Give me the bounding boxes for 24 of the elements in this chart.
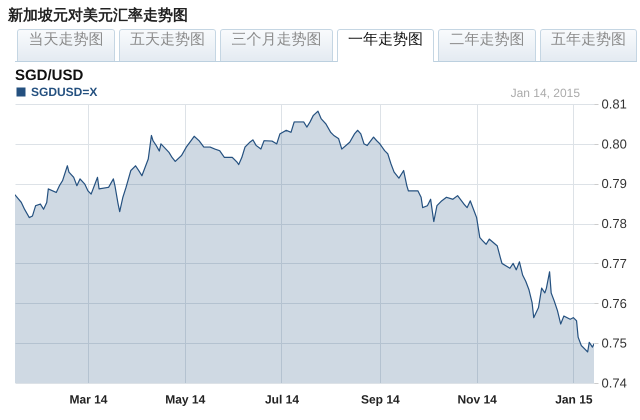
y-tick-label: 0.76 [602,296,627,311]
x-tick-label: Sep 14 [361,392,400,406]
tab[interactable]: 一年走势图 [336,29,434,62]
x-tick-label: Mar 14 [69,392,108,406]
legend-label: SGDUSD=X [31,85,98,99]
chart-subtitle: SGD/USD [15,67,84,85]
y-tick-label: 0.74 [602,376,627,390]
y-tick-label: 0.77 [602,256,627,271]
tab[interactable]: 五年走势图 [540,29,637,61]
x-tick-label: May 14 [165,392,206,406]
tab[interactable]: 当天走势图 [17,29,114,61]
y-tick-label: 0.81 [602,96,627,112]
y-tick-label: 0.79 [602,176,627,192]
tab[interactable]: 二年走势图 [438,29,536,61]
x-tick-label: Jan 15 [555,392,593,406]
y-tick-label: 0.80 [602,136,627,152]
x-tick-label: Jul 14 [264,392,300,406]
y-tick-label: 0.78 [602,216,627,232]
tab[interactable]: 三个月走势图 [220,29,332,61]
chart-title: 新加坡元对美元汇率走势图 [8,5,188,25]
x-tick-label: Nov 14 [457,392,498,406]
y-tick-label: 0.75 [602,336,627,351]
tab[interactable]: 五天走势图 [118,29,216,61]
text: Jan 14, 2015 [510,86,580,100]
